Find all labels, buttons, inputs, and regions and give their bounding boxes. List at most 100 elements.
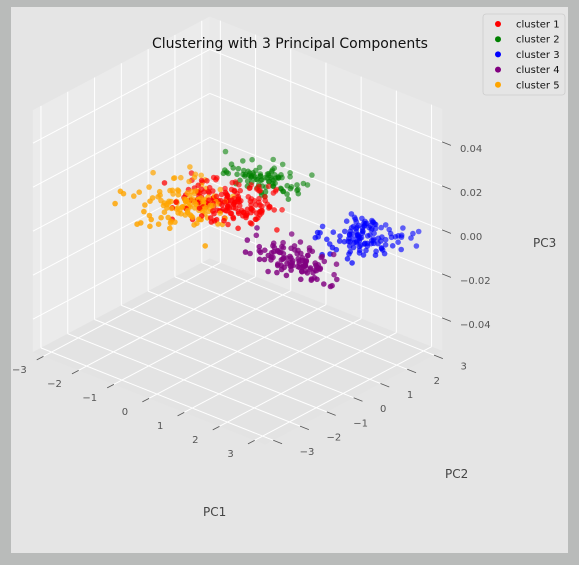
data-point-cluster-3 (312, 234, 319, 241)
data-point-cluster-5 (142, 202, 148, 208)
data-point-cluster-4 (319, 253, 326, 260)
tick-mark (106, 384, 115, 389)
data-point-cluster-2 (222, 148, 229, 155)
data-point-cluster-1 (235, 225, 241, 232)
data-point-cluster-5 (148, 216, 154, 223)
data-point-cluster-1 (224, 194, 231, 201)
data-point-cluster-2 (300, 180, 307, 187)
tick-mark (441, 317, 452, 322)
data-point-cluster-5 (175, 192, 182, 198)
data-point-cluster-2 (235, 165, 242, 172)
data-point-cluster-3 (358, 242, 364, 249)
data-point-cluster-5 (161, 200, 168, 206)
data-point-cluster-2 (287, 170, 293, 176)
data-point-cluster-3 (387, 230, 394, 237)
data-point-cluster-3 (330, 229, 337, 235)
data-point-cluster-3 (314, 229, 321, 236)
data-point-cluster-4 (275, 247, 282, 254)
data-point-cluster-1 (173, 199, 179, 205)
data-point-cluster-1 (262, 197, 268, 204)
data-point-cluster-5 (131, 193, 137, 199)
data-point-cluster-5 (191, 205, 198, 211)
floor-grid-line (67, 333, 301, 427)
data-point-cluster-4 (280, 255, 287, 261)
data-point-cluster-4 (247, 250, 253, 257)
data-point-cluster-4 (253, 232, 260, 239)
data-point-cluster-4 (304, 270, 311, 276)
scatter-points (112, 148, 422, 290)
data-point-cluster-4 (278, 266, 285, 273)
data-point-cluster-5 (161, 209, 168, 215)
data-point-cluster-2 (220, 170, 227, 177)
data-point-cluster-3 (319, 223, 326, 230)
data-point-cluster-2 (268, 168, 275, 175)
floor-grid-line (94, 319, 328, 413)
data-point-cluster-4 (262, 247, 268, 253)
data-point-cluster-1 (210, 174, 217, 181)
legend-box (482, 13, 566, 96)
data-point-cluster-5 (186, 178, 192, 185)
data-point-cluster-4 (294, 250, 301, 257)
data-point-cluster-1 (253, 216, 259, 223)
data-point-cluster-3 (415, 228, 422, 235)
data-point-cluster-4 (290, 262, 296, 269)
data-point-cluster-1 (222, 189, 229, 196)
data-point-cluster-3 (382, 242, 389, 248)
data-point-cluster-5 (141, 208, 147, 215)
data-point-cluster-5 (174, 187, 181, 193)
data-point-cluster-2 (234, 171, 240, 178)
data-point-cluster-3 (337, 233, 343, 239)
x-tick-label: −2 (47, 379, 62, 390)
tick-mark (177, 412, 185, 417)
x-tick-label: 2 (192, 435, 198, 446)
legend: cluster 1 cluster 2 cluster 3 cluster 4 clus… (482, 13, 566, 96)
data-point-cluster-4 (275, 261, 281, 267)
z-tick-label: 0.00 (460, 232, 482, 243)
tick-mark (441, 185, 452, 190)
data-point-cluster-2 (269, 176, 275, 182)
data-point-cluster-3 (368, 227, 375, 233)
data-point-cluster-1 (246, 185, 253, 191)
data-point-cluster-3 (363, 247, 369, 254)
data-point-cluster-5 (167, 225, 173, 232)
data-point-cluster-3 (378, 224, 385, 231)
data-point-cluster-3 (372, 225, 379, 232)
data-point-cluster-4 (331, 271, 337, 278)
tick-mark (441, 273, 452, 278)
data-point-cluster-5 (136, 189, 142, 195)
data-point-cluster-5 (150, 169, 156, 176)
data-point-cluster-5 (187, 164, 193, 170)
data-point-cluster-3 (410, 230, 416, 237)
floor-grid-line (201, 262, 435, 356)
data-point-cluster-5 (196, 216, 202, 222)
data-point-cluster-5 (187, 192, 193, 199)
data-point-cluster-2 (285, 196, 292, 202)
data-point-cluster-1 (221, 217, 227, 224)
data-point-cluster-5 (147, 223, 153, 230)
data-point-cluster-4 (265, 268, 271, 275)
x-tick-label: −1 (82, 393, 97, 404)
z-tick-label: −0.02 (460, 276, 491, 287)
data-point-cluster-1 (236, 199, 242, 205)
data-point-cluster-1 (232, 179, 239, 185)
data-point-cluster-1 (248, 209, 254, 216)
data-point-cluster-1 (195, 182, 201, 189)
data-point-cluster-5 (146, 184, 152, 190)
data-point-cluster-1 (210, 208, 216, 214)
data-point-cluster-5 (198, 172, 204, 179)
tick-mark (299, 425, 310, 430)
chart-figure: −3 −2 −1 0 1 2 3 −3 −2 −1 0 1 2 3 −0.04 −0.02 0.00 0.02 0.… (11, 7, 568, 553)
data-point-cluster-2 (237, 177, 243, 184)
data-point-cluster-3 (341, 238, 348, 245)
data-point-cluster-3 (364, 240, 371, 247)
data-point-cluster-2 (251, 172, 257, 178)
legend-marker (495, 51, 501, 58)
legend-marker (495, 21, 501, 27)
data-point-cluster-1 (211, 218, 218, 224)
data-point-cluster-3 (372, 252, 379, 258)
data-point-cluster-4 (314, 276, 320, 283)
tick-mark (441, 229, 452, 234)
y-tick-label: −2 (326, 433, 341, 444)
data-point-cluster-3 (348, 225, 355, 231)
data-point-cluster-4 (296, 260, 303, 267)
